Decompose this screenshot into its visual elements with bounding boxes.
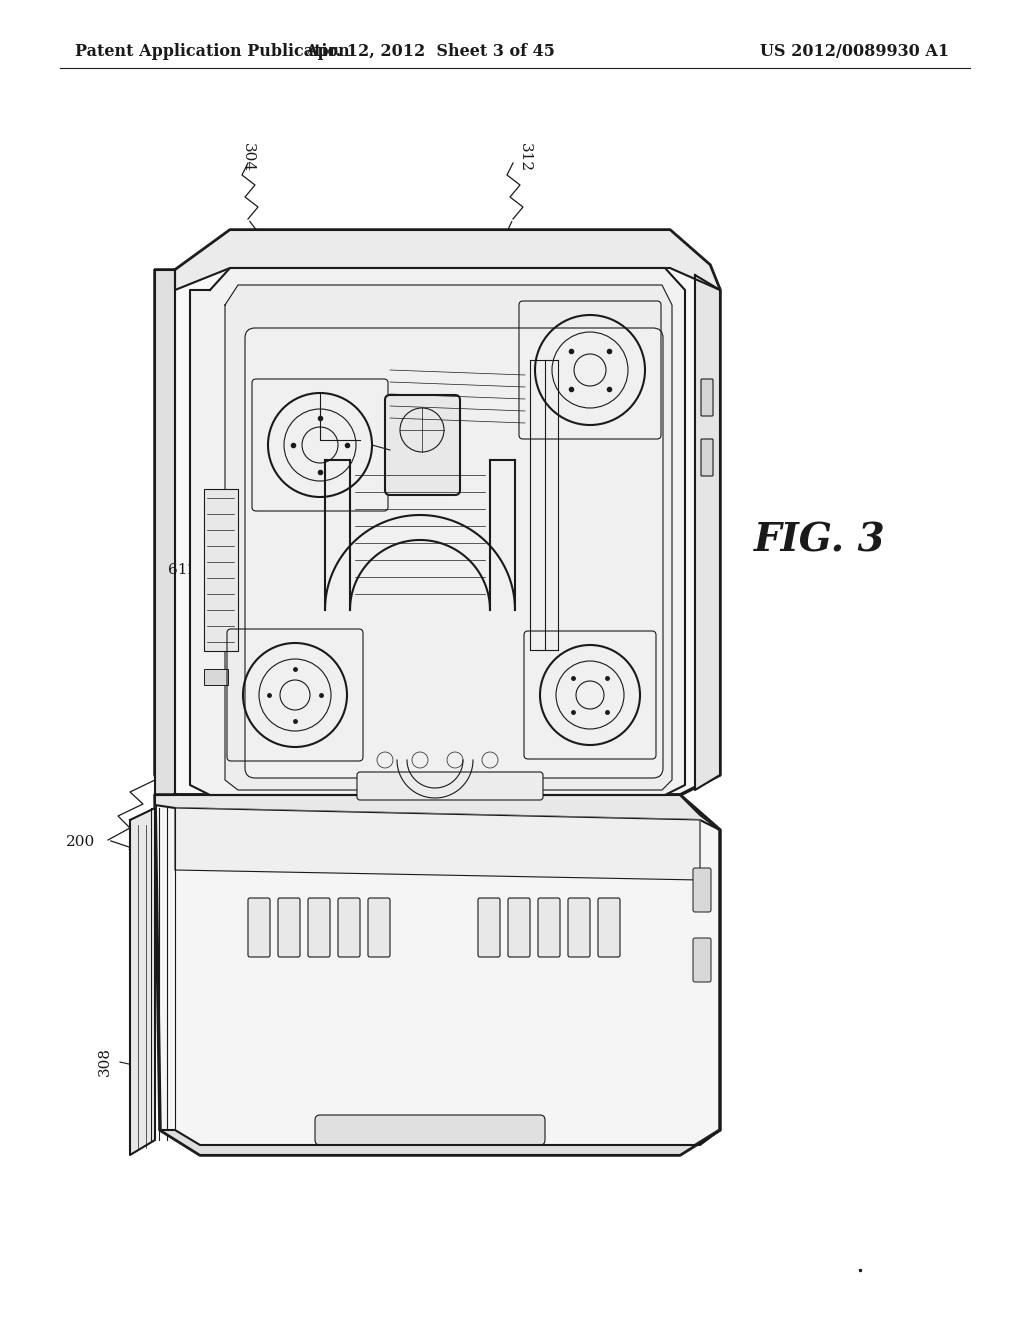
FancyBboxPatch shape bbox=[701, 379, 713, 416]
FancyBboxPatch shape bbox=[204, 669, 228, 685]
Text: 232: 232 bbox=[333, 838, 362, 851]
FancyBboxPatch shape bbox=[538, 898, 560, 957]
Polygon shape bbox=[160, 1130, 720, 1155]
FancyBboxPatch shape bbox=[693, 939, 711, 982]
Text: 612: 612 bbox=[168, 564, 197, 577]
Text: FIG. 3: FIG. 3 bbox=[755, 521, 886, 558]
FancyBboxPatch shape bbox=[478, 898, 500, 957]
FancyBboxPatch shape bbox=[248, 898, 270, 957]
FancyBboxPatch shape bbox=[245, 327, 663, 777]
FancyBboxPatch shape bbox=[204, 488, 238, 651]
FancyBboxPatch shape bbox=[308, 898, 330, 957]
FancyBboxPatch shape bbox=[508, 898, 530, 957]
Text: 316: 316 bbox=[652, 763, 681, 777]
Text: Apr. 12, 2012  Sheet 3 of 45: Apr. 12, 2012 Sheet 3 of 45 bbox=[305, 44, 555, 61]
Polygon shape bbox=[155, 795, 720, 830]
FancyBboxPatch shape bbox=[368, 898, 390, 957]
FancyBboxPatch shape bbox=[278, 898, 300, 957]
FancyBboxPatch shape bbox=[315, 1115, 545, 1144]
Text: 100: 100 bbox=[423, 843, 452, 857]
Polygon shape bbox=[130, 808, 155, 1155]
Polygon shape bbox=[175, 230, 720, 290]
FancyBboxPatch shape bbox=[338, 898, 360, 957]
FancyBboxPatch shape bbox=[385, 395, 460, 495]
Text: 312: 312 bbox=[518, 144, 532, 173]
Polygon shape bbox=[225, 285, 672, 789]
FancyBboxPatch shape bbox=[357, 772, 543, 800]
Polygon shape bbox=[248, 330, 660, 775]
Polygon shape bbox=[190, 268, 685, 795]
Polygon shape bbox=[175, 808, 700, 880]
FancyBboxPatch shape bbox=[693, 869, 711, 912]
Polygon shape bbox=[155, 230, 720, 795]
Text: 304: 304 bbox=[241, 144, 255, 173]
Text: US 2012/0089930 A1: US 2012/0089930 A1 bbox=[760, 44, 949, 61]
FancyBboxPatch shape bbox=[598, 898, 620, 957]
Text: Patent Application Publication: Patent Application Publication bbox=[75, 44, 350, 61]
Polygon shape bbox=[695, 275, 720, 789]
Text: 200: 200 bbox=[66, 836, 95, 849]
FancyBboxPatch shape bbox=[568, 898, 590, 957]
Polygon shape bbox=[155, 795, 720, 1155]
FancyBboxPatch shape bbox=[701, 440, 713, 477]
Polygon shape bbox=[155, 271, 175, 795]
Text: 308: 308 bbox=[98, 1048, 112, 1077]
Text: 320: 320 bbox=[340, 327, 369, 342]
